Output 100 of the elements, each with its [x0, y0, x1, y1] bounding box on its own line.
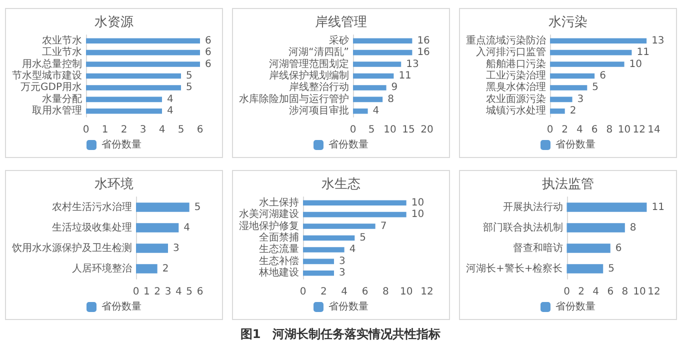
y-tick-label: 部门联合执法机制	[482, 221, 562, 234]
x-tick-label: 2	[120, 124, 127, 136]
x-tick-label: 10	[399, 286, 412, 298]
y-tick-label: 饮用水水源保护及卫生检测	[10, 242, 132, 254]
bar	[136, 264, 157, 274]
y-tick-label: 全面禁捕	[258, 232, 298, 244]
x-tick-label: 3	[164, 286, 171, 298]
data-label: 6	[614, 242, 622, 254]
y-tick-label: 城镇污水处理	[484, 104, 546, 117]
bar	[136, 202, 189, 212]
x-tick-label: 12	[632, 124, 646, 136]
x-tick-label: 6	[361, 286, 368, 298]
x-tick-label: 2	[561, 124, 568, 136]
x-tick-label: 2	[320, 286, 326, 298]
data-label: 5	[608, 263, 614, 274]
x-tick-label: 8	[606, 124, 612, 136]
legend-label: 省份数量	[555, 138, 595, 150]
bar	[550, 50, 632, 56]
bar	[352, 96, 382, 102]
data-label: 3	[338, 268, 345, 279]
bar	[550, 85, 587, 90]
data-label: 8	[387, 94, 394, 105]
x-tick-label: 0	[349, 124, 356, 136]
y-tick-label: 农村生活污水治理	[52, 200, 132, 213]
data-label: 6	[204, 35, 211, 46]
bar	[550, 38, 646, 44]
data-label: 5	[186, 70, 192, 82]
legend-label: 省份数量	[328, 138, 368, 150]
x-tick-label: 15	[402, 124, 414, 136]
data-label: 6	[599, 70, 606, 82]
caption: 图1 河湖长制任务落实情况共性指标	[239, 326, 442, 343]
data-label: 13	[406, 58, 418, 70]
y-tick-label: 用水总量控制	[22, 58, 82, 70]
y-tick-label: 开展执法行动	[502, 200, 562, 213]
y-tick-label: 农业面源污染	[486, 92, 546, 105]
bar	[86, 62, 200, 67]
y-tick-label: 重点流域污染防治	[466, 34, 546, 46]
x-tick-label: 6	[196, 286, 203, 298]
data-label: 4	[348, 244, 356, 256]
y-tick-label: 农业节水	[42, 34, 82, 46]
data-label: 10	[410, 209, 424, 220]
legend-label: 省份数量	[101, 138, 141, 150]
data-label: 4	[183, 222, 190, 234]
x-tick-label: 6	[606, 286, 614, 298]
y-tick-label: 水美河湖建设	[238, 208, 298, 220]
bar	[550, 96, 572, 102]
data-label: 11	[398, 70, 411, 82]
x-tick-label: 2	[154, 286, 160, 298]
x-tick-label: 5	[177, 124, 184, 136]
y-tick-label: 入河排污口监管	[476, 46, 546, 58]
bar	[86, 50, 200, 56]
data-label: 2	[162, 263, 168, 274]
chart-title: 水生态	[321, 177, 360, 192]
bar	[566, 244, 610, 253]
y-tick-label: 船舶港口污染	[486, 58, 546, 70]
bar	[352, 50, 412, 56]
data-label: 11	[636, 47, 649, 58]
x-tick-label: 1	[142, 286, 150, 298]
data-label: 3	[576, 94, 584, 105]
y-tick-label: 水库除险加固与运行管护	[238, 92, 348, 105]
x-tick-label: 8	[621, 286, 628, 298]
x-tick-label: 1	[101, 124, 108, 136]
y-tick-label: 河湖管理范围划定	[268, 58, 348, 70]
y-tick-label: 岸线保护规划编制	[268, 70, 348, 82]
y-tick-label: 万元GDP用水	[20, 81, 82, 94]
x-tick-label: 0	[546, 124, 553, 136]
x-tick-label: 10	[632, 286, 646, 298]
data-label: 8	[629, 222, 636, 234]
y-tick-label: 采砂	[328, 34, 348, 46]
bar	[352, 62, 401, 67]
legend-label: 省份数量	[555, 300, 595, 312]
y-tick-label: 水土保持	[258, 196, 298, 208]
x-tick-label: 20	[420, 124, 433, 136]
bar	[550, 73, 594, 79]
x-tick-label: 8	[382, 286, 388, 298]
bar	[352, 38, 412, 44]
x-tick-label: 4	[158, 124, 165, 136]
y-tick-label: 水量分配	[42, 92, 82, 105]
y-tick-label: 取用水管理	[32, 104, 82, 117]
data-label: 4	[166, 106, 173, 117]
data-label: 9	[390, 82, 398, 94]
bar	[550, 62, 624, 67]
bar	[302, 258, 334, 264]
data-label: 11	[651, 202, 664, 213]
data-label: 10	[628, 58, 642, 70]
y-tick-label: 河湖长+警长+检察长	[465, 262, 562, 274]
data-label: 5	[592, 82, 598, 94]
bar	[86, 108, 162, 114]
data-label: 4	[166, 94, 173, 105]
x-tick-label: 2	[578, 286, 584, 298]
bar	[302, 200, 406, 206]
bar	[352, 108, 368, 114]
bar	[352, 73, 394, 79]
bar	[302, 224, 375, 229]
chart-title: 水污染	[548, 15, 587, 30]
x-tick-label: 4	[174, 286, 182, 298]
x-tick-label: 3	[139, 124, 146, 136]
data-label: 5	[186, 82, 192, 94]
legend-label: 省份数量	[328, 300, 368, 312]
x-tick-label: 4	[340, 286, 348, 298]
